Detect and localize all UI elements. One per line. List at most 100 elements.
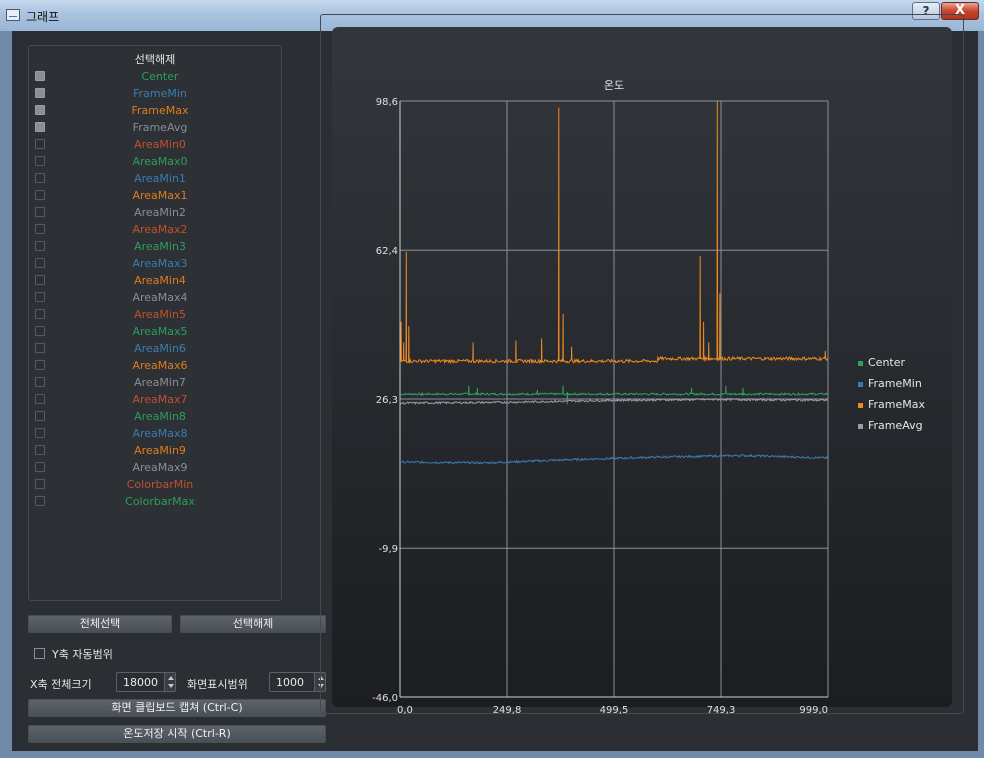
- series-item-areamax6[interactable]: AreaMax6: [35, 357, 275, 374]
- series-checkbox[interactable]: [35, 88, 45, 98]
- series-checkbox[interactable]: [35, 445, 45, 455]
- x-tick-label: 249,8: [493, 705, 522, 716]
- series-label: FrameMin: [133, 87, 187, 100]
- series-checkbox[interactable]: [35, 309, 45, 319]
- series-item-areamax5[interactable]: AreaMax5: [35, 323, 275, 340]
- y-tick-label: 98,6: [376, 97, 398, 108]
- series-line-framemin: [399, 453, 828, 465]
- series-checkbox[interactable]: [35, 224, 45, 234]
- help-button[interactable]: ?: [912, 2, 940, 20]
- list-header[interactable]: 선택해제: [134, 53, 176, 66]
- close-button[interactable]: X: [941, 2, 979, 20]
- series-label: AreaMax2: [132, 223, 188, 236]
- series-item-areamin0[interactable]: AreaMin0: [35, 136, 275, 153]
- series-checkbox[interactable]: [35, 377, 45, 387]
- x-tick-label: 0,0: [397, 705, 413, 716]
- series-item-areamax9[interactable]: AreaMax9: [35, 459, 275, 476]
- series-checkbox[interactable]: [35, 428, 45, 438]
- series-label: AreaMin1: [134, 172, 186, 185]
- series-item-areamax8[interactable]: AreaMax8: [35, 425, 275, 442]
- series-checkbox[interactable]: [35, 156, 45, 166]
- series-item-colorbarmax[interactable]: ColorbarMax: [35, 493, 275, 510]
- series-item-areamin7[interactable]: AreaMin7: [35, 374, 275, 391]
- x-tick-label: 749,3: [707, 705, 736, 716]
- series-item-areamax3[interactable]: AreaMax3: [35, 255, 275, 272]
- series-checkbox[interactable]: [35, 462, 45, 472]
- legend-entry-framemin: FrameMin: [858, 377, 922, 390]
- series-label: AreaMin4: [134, 274, 186, 287]
- y-auto-range-checkbox[interactable]: [34, 648, 45, 659]
- series-checkbox[interactable]: [35, 258, 45, 268]
- spin-arrows-icon[interactable]: [314, 673, 325, 691]
- series-item-areamin3[interactable]: AreaMin3: [35, 238, 275, 255]
- x-total-size-spinbox[interactable]: 18000: [116, 672, 176, 692]
- series-label: AreaMax1: [132, 189, 188, 202]
- series-checkbox[interactable]: [35, 190, 45, 200]
- series-checkbox[interactable]: [35, 71, 45, 81]
- series-label: FrameAvg: [132, 121, 188, 134]
- series-item-areamax1[interactable]: AreaMax1: [35, 187, 275, 204]
- display-range-spinbox[interactable]: 1000: [269, 672, 326, 692]
- series-label: AreaMin5: [134, 308, 186, 321]
- select-all-button[interactable]: 전체선택: [28, 615, 172, 633]
- series-label: AreaMax0: [132, 155, 188, 168]
- legend-swatch: [858, 360, 863, 366]
- series-line-framemax: [399, 100, 828, 365]
- series-checkbox[interactable]: [35, 496, 45, 506]
- series-item-framemin[interactable]: FrameMin: [35, 85, 275, 102]
- series-label: AreaMax3: [132, 257, 188, 270]
- series-item-areamin6[interactable]: AreaMin6: [35, 340, 275, 357]
- deselect-all-button[interactable]: 선택해제: [180, 615, 326, 633]
- legend-swatch: [858, 423, 863, 429]
- series-checkbox[interactable]: [35, 105, 45, 115]
- series-item-colorbarmin[interactable]: ColorbarMin: [35, 476, 275, 493]
- series-checkbox[interactable]: [35, 122, 45, 132]
- series-item-areamin8[interactable]: AreaMin8: [35, 408, 275, 425]
- series-checkbox[interactable]: [35, 411, 45, 421]
- window-title: 그래프: [26, 10, 60, 24]
- series-checkbox[interactable]: [35, 360, 45, 370]
- clipboard-capture-button[interactable]: 화면 클립보드 캡쳐 (Ctrl-C): [28, 699, 326, 717]
- series-checkbox[interactable]: [35, 394, 45, 404]
- series-item-areamax4[interactable]: AreaMax4: [35, 289, 275, 306]
- series-label: AreaMax9: [132, 461, 188, 474]
- series-list-panel: 선택해제 Center FrameMin FrameMax FrameAvg AreaM…: [28, 45, 282, 601]
- series-item-areamax0[interactable]: AreaMax0: [35, 153, 275, 170]
- series-label: AreaMin0: [134, 138, 186, 151]
- legend-entry-framemax: FrameMax: [858, 398, 925, 411]
- series-checkbox[interactable]: [35, 139, 45, 149]
- series-item-areamin5[interactable]: AreaMin5: [35, 306, 275, 323]
- series-item-areamin2[interactable]: AreaMin2: [35, 204, 275, 221]
- legend-entry-center: Center: [858, 356, 905, 369]
- series-checkbox[interactable]: [35, 207, 45, 217]
- series-line-center: [399, 385, 828, 405]
- series-checkbox[interactable]: [35, 479, 45, 489]
- series-label: ColorbarMin: [126, 478, 194, 491]
- series-item-areamin1[interactable]: AreaMin1: [35, 170, 275, 187]
- series-label: AreaMin6: [134, 342, 186, 355]
- series-checkbox[interactable]: [35, 343, 45, 353]
- series-item-frameavg[interactable]: FrameAvg: [35, 119, 275, 136]
- y-tick-label: -46,0: [372, 693, 398, 704]
- display-range-value: 1000: [276, 676, 304, 689]
- spin-arrows-icon[interactable]: [164, 673, 175, 691]
- series-label: AreaMin9: [134, 444, 186, 457]
- legend-label: FrameMin: [868, 377, 922, 390]
- series-checkbox[interactable]: [35, 292, 45, 302]
- series-checkbox[interactable]: [35, 173, 45, 183]
- series-label: FrameMax: [131, 104, 189, 117]
- title-bar[interactable]: 그래프 ? X: [0, 0, 984, 31]
- series-checkbox[interactable]: [35, 241, 45, 251]
- x-tick-label: 999,0: [799, 705, 828, 716]
- series-item-areamax2[interactable]: AreaMax2: [35, 221, 275, 238]
- series-item-framemax[interactable]: FrameMax: [35, 102, 275, 119]
- series-item-areamin4[interactable]: AreaMin4: [35, 272, 275, 289]
- temperature-save-button[interactable]: 온도저장 시작 (Ctrl-R): [28, 725, 326, 743]
- series-item-center[interactable]: Center: [35, 68, 275, 85]
- series-checkbox[interactable]: [35, 275, 45, 285]
- series-label: AreaMin3: [134, 240, 186, 253]
- series-item-areamax7[interactable]: AreaMax7: [35, 391, 275, 408]
- series-item-areamin9[interactable]: AreaMin9: [35, 442, 275, 459]
- series-checkbox[interactable]: [35, 326, 45, 336]
